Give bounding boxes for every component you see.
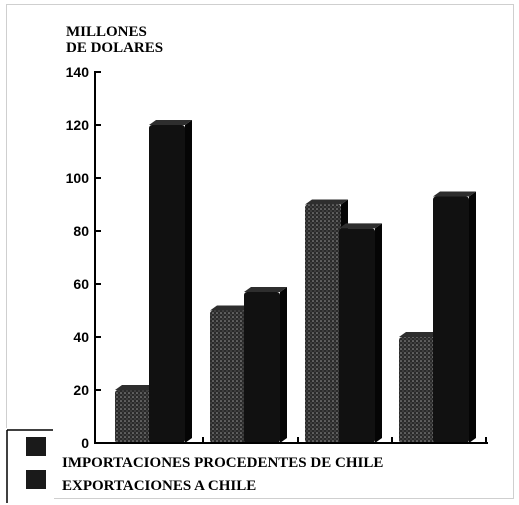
y-tick-label: 0	[81, 435, 89, 451]
bar-side	[280, 286, 287, 443]
bar-importaciones	[399, 337, 435, 443]
bar-importaciones	[210, 310, 246, 443]
bar-top	[433, 191, 476, 197]
bar-top	[399, 332, 442, 337]
bar-importaciones	[305, 204, 341, 443]
y-tick-label: 40	[73, 329, 89, 345]
y-tick-label: 20	[73, 382, 89, 398]
y-unit-label-line-2: DE DOLARES	[66, 40, 163, 56]
legend-label-imports: IMPORTACIONES PROCEDENTES DE CHILE	[62, 455, 383, 471]
bar-exportaciones	[244, 291, 280, 443]
bar-groups	[115, 120, 476, 443]
y-tick-label: 80	[73, 223, 89, 239]
bar-top	[339, 223, 382, 229]
legend-label-exports: EXPORTACIONES A CHILE	[62, 478, 256, 494]
x-axis-ticks	[202, 437, 487, 443]
y-tick-label: 100	[66, 170, 90, 186]
legend-swatch-exports	[26, 470, 46, 489]
y-axis-ticks: 0 20 40 60 80 100 120 140	[66, 64, 101, 451]
legend-swatch-imports	[26, 437, 46, 456]
bar-top	[149, 120, 192, 125]
y-tick-label: 60	[73, 276, 89, 292]
bar-top	[210, 305, 253, 311]
y-tick-label: 120	[66, 117, 90, 133]
bar-exportaciones	[339, 228, 375, 443]
bar-top	[305, 199, 348, 205]
bar-side	[185, 120, 192, 443]
bar-exportaciones	[433, 196, 469, 443]
bar-importaciones	[115, 390, 151, 443]
bar-side	[469, 191, 476, 443]
bar-top	[115, 385, 158, 390]
bar-top	[244, 286, 287, 292]
chart-frame	[6, 4, 514, 499]
bar-exportaciones	[149, 125, 185, 443]
bar-side	[375, 223, 382, 443]
y-unit-label-line-1: MILLONES	[66, 24, 147, 40]
y-tick-label: 140	[66, 64, 90, 80]
